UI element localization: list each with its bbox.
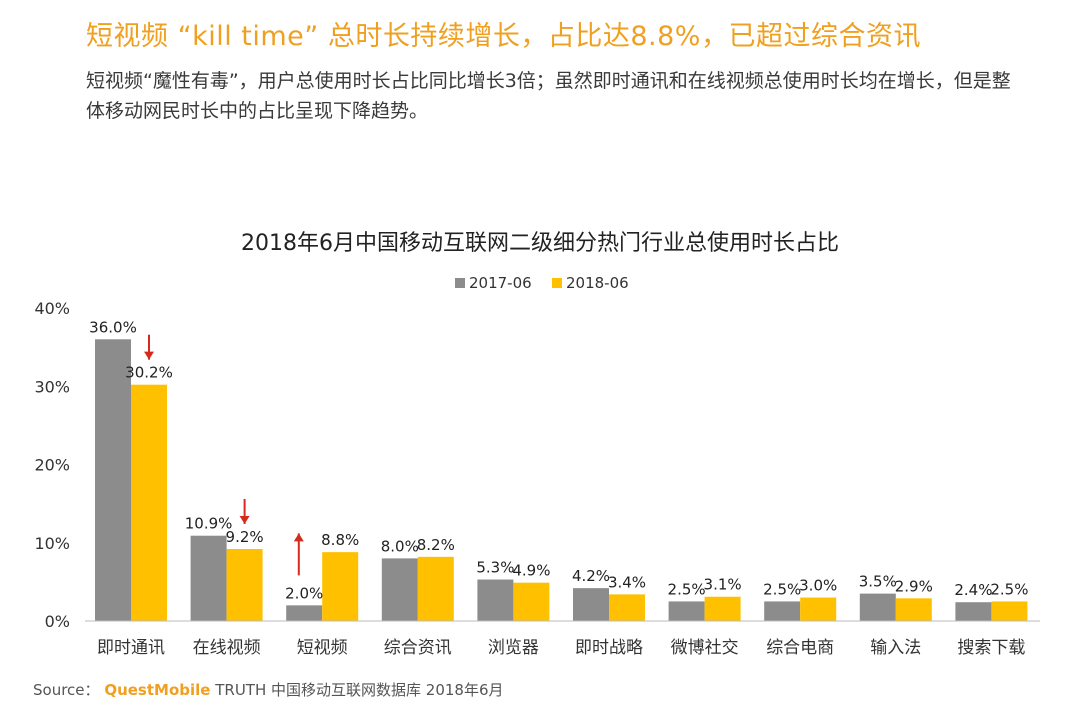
x-category-label: 输入法 — [870, 638, 921, 658]
chart-legend: 2017-06 2018-06 — [455, 274, 629, 292]
trend-arrow-down — [144, 334, 154, 360]
bars-group — [95, 339, 1028, 621]
data-label-2017-06-0: 36.0% — [89, 318, 137, 336]
y-tick-label: 40% — [34, 299, 70, 318]
x-category-label: 在线视频 — [193, 638, 261, 658]
data-label-2017-06-5: 4.2% — [572, 567, 610, 585]
bar-2017-06-0 — [95, 339, 131, 621]
x-category-label: 微博社交 — [671, 638, 739, 658]
source-rest: TRUTH 中国移动互联网数据库 2018年6月 — [215, 681, 504, 699]
data-labels-group: 36.0%30.2%10.9%9.2%2.0%8.8% 8.0%8.2%5.3%4… — [89, 318, 1028, 602]
bar-2017-06-8 — [859, 593, 896, 621]
data-label-2017-06-9: 2.4% — [954, 581, 992, 599]
source-label: Source： — [33, 681, 100, 699]
x-category-label: 浏览器 — [488, 638, 539, 658]
y-tick-label: 30% — [34, 377, 70, 396]
bar-chart: 2018年6月中国移动互联网二级细分热门行业总使用时长占比 2017-06 20… — [34, 231, 1040, 658]
trend-arrow-up — [293, 533, 304, 576]
bar-2018-06-8 — [895, 598, 932, 621]
bar-2017-06-3 — [381, 558, 418, 621]
data-label-2017-06-1: 10.9% — [185, 515, 233, 533]
bar-2017-06-2 — [286, 605, 323, 621]
page-subtitle: 短视频“魔性有毒”，用户总使用时长占比同比增长3倍；虽然即时通讯和在线视频总使用… — [86, 70, 1011, 122]
data-label-2018-06-3: 8.2% — [417, 536, 455, 554]
legend-swatch-2017 — [455, 278, 465, 288]
trend-arrows — [144, 334, 304, 576]
source-line: Source： QuestMobile TRUTH 中国移动互联网数据库 201… — [33, 679, 504, 700]
source-brand: QuestMobile — [104, 681, 211, 699]
bar-2018-06-0 — [131, 384, 167, 621]
data-label-2018-06-6: 3.1% — [704, 576, 742, 594]
x-category-label: 综合资讯 — [384, 638, 452, 658]
data-label-2018-06-4: 4.9% — [512, 562, 550, 580]
data-label-2017-06-4: 5.3% — [476, 559, 514, 577]
bar-2018-06-9 — [991, 601, 1028, 621]
data-label-2017-06-3: 8.0% — [381, 537, 419, 555]
trend-arrow-down — [239, 499, 250, 525]
x-category-label: 短视频 — [297, 638, 348, 658]
x-axis-categories: 即时通讯 在线视频 短视频 综合资讯 浏览器 即时战略 微博社交 综合电商 输入法 搜索下载 — [97, 638, 1025, 658]
y-axis: 0% 10% 20% 30% 40% — [34, 299, 70, 631]
x-category-label: 搜索下载 — [957, 638, 1025, 658]
data-label-2018-06-1: 9.2% — [226, 528, 264, 546]
bar-2018-06-5 — [609, 594, 645, 621]
data-label-2018-06-2: 8.8% — [321, 531, 359, 549]
data-label-2017-06-2: 2.0% — [285, 584, 323, 602]
bar-2018-06-4 — [513, 582, 550, 621]
bar-2018-06-7 — [800, 597, 837, 621]
y-tick-label: 20% — [34, 456, 70, 475]
bar-2018-06-1 — [226, 549, 263, 621]
bar-2017-06-6 — [668, 601, 705, 621]
data-label-2018-06-7: 3.0% — [799, 577, 837, 595]
data-label-2018-06-8: 2.9% — [895, 577, 933, 595]
data-label-2018-06-9: 2.5% — [990, 580, 1028, 598]
x-category-label: 即时战略 — [575, 638, 643, 658]
data-label-2017-06-8: 3.5% — [859, 573, 897, 591]
bar-2018-06-2 — [322, 552, 359, 621]
bar-2018-06-3 — [417, 556, 454, 621]
page-headline: 短视频 “kill time” 总时长持续增长，占比达8.8%，已超过综合资讯 — [86, 21, 921, 52]
legend-label-2018: 2018-06 — [566, 274, 629, 292]
bar-2017-06-9 — [955, 602, 992, 621]
y-tick-label: 10% — [34, 534, 70, 553]
x-category-label: 综合电商 — [766, 638, 834, 658]
bar-2017-06-1 — [190, 535, 227, 621]
legend-label-2017: 2017-06 — [469, 274, 532, 292]
data-label-2018-06-5: 3.4% — [608, 573, 646, 591]
bar-2017-06-4 — [477, 579, 514, 621]
bar-2017-06-5 — [573, 588, 609, 621]
bar-2017-06-7 — [764, 601, 801, 621]
x-category-label: 即时通讯 — [97, 638, 165, 658]
data-label-2018-06-0: 30.2% — [125, 364, 173, 382]
bar-2018-06-6 — [704, 596, 741, 621]
chart-title: 2018年6月中国移动互联网二级细分热门行业总使用时长占比 — [241, 231, 839, 256]
data-label-2017-06-6: 2.5% — [668, 580, 706, 598]
data-label-2017-06-7: 2.5% — [763, 580, 801, 598]
legend-swatch-2018 — [552, 278, 562, 288]
y-tick-label: 0% — [45, 612, 70, 631]
